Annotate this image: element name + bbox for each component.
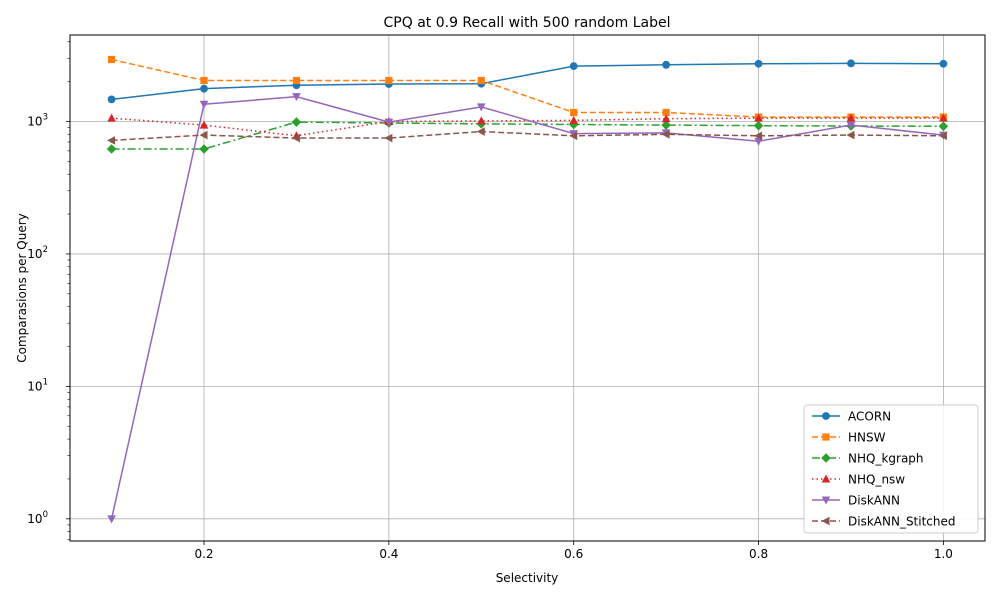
data-point: [199, 130, 208, 140]
y-tick-label: 102: [27, 245, 48, 261]
plot-area-frame: [69, 34, 986, 542]
legend-marker: [822, 412, 830, 420]
legend-box: [803, 404, 979, 534]
data-point: [199, 100, 209, 109]
data-point: [662, 60, 671, 69]
data-point: [477, 76, 485, 85]
y-tick-label: 100: [27, 510, 48, 526]
data-point: [107, 95, 116, 104]
data-point: [476, 103, 486, 112]
x-tick-label: 0.8: [749, 547, 768, 561]
series-layer: [106, 55, 949, 524]
data-point: [754, 113, 763, 122]
data-point: [476, 127, 485, 136]
legend-marker: [821, 453, 831, 463]
data-point: [106, 144, 117, 154]
data-point: [107, 136, 116, 145]
series-diskann-stitched: [107, 127, 947, 145]
data-point: [107, 55, 116, 64]
data-point: [200, 76, 208, 85]
series-line: [111, 130, 944, 142]
x-tick-label: 0.2: [194, 547, 213, 561]
data-point: [200, 84, 208, 93]
legend-entry: DiskANN: [812, 494, 900, 508]
legend-entry: ACORN: [812, 410, 891, 424]
legend-entry: NHQ_kgraph: [812, 452, 924, 466]
data-point: [107, 113, 116, 122]
data-point: [385, 76, 393, 85]
series-nhq-nsw: [107, 113, 948, 140]
data-point: [938, 131, 947, 141]
y-axis: 100 101 102 103: [27, 41, 70, 540]
data-point: [292, 76, 301, 85]
data-point: [754, 59, 763, 68]
data-point: [847, 59, 855, 68]
data-point: [384, 118, 394, 127]
legend-label: ACORN: [848, 410, 891, 424]
x-tick-label: 1.0: [934, 547, 953, 561]
x-axis-label: Selectivity: [496, 571, 559, 585]
legend-marker: [821, 474, 831, 483]
data-point: [199, 120, 209, 129]
series-line: [110, 95, 944, 519]
data-point: [291, 117, 302, 127]
data-point: [661, 114, 671, 123]
data-point: [199, 144, 209, 154]
y-tick-label: 101: [27, 377, 48, 393]
legend-entry: DiskANN_Stitched: [812, 515, 956, 529]
legend-entry: NHQ_nsw: [812, 473, 905, 487]
legend-label: DiskANN_Stitched: [848, 515, 956, 529]
legend-marker: [821, 496, 831, 505]
y-tick-label: 103: [27, 113, 48, 129]
data-point: [939, 113, 948, 122]
legend-label: NHQ_nsw: [848, 473, 905, 487]
data-point: [846, 130, 855, 140]
data-point: [291, 133, 300, 143]
series-line: [111, 62, 944, 101]
x-tick-label: 0.4: [379, 547, 398, 561]
data-point: [846, 121, 856, 130]
data-point: [661, 120, 671, 130]
y-axis-label: Comparasions per Query: [15, 213, 29, 362]
series-line: [111, 58, 944, 118]
data-point: [569, 115, 579, 124]
x-tick-label: 0.6: [564, 547, 583, 561]
legend-label: DiskANN: [848, 494, 900, 508]
legend-entry: HNSW: [812, 431, 886, 445]
x-axis: 0.2 0.4 0.6 0.8 1.0: [194, 541, 953, 561]
series-acorn: [107, 59, 948, 104]
data-point: [754, 131, 763, 141]
data-point: [846, 113, 856, 122]
legend-label: NHQ_kgraph: [848, 452, 924, 466]
data-point: [661, 130, 670, 139]
data-point: [570, 108, 578, 117]
series-line: [111, 121, 944, 150]
legend: ACORN HNSW NHQ_kgraph NHQ_nsw DiskANN DiskANN…: [803, 404, 979, 534]
legend-marker: [821, 516, 830, 526]
data-point: [569, 131, 578, 141]
data-point: [753, 120, 764, 131]
data-point: [754, 137, 763, 146]
legend-marker: [822, 433, 830, 441]
chart-title: CPQ at 0.9 Recall with 500 random Label: [384, 15, 671, 31]
data-point: [107, 515, 116, 524]
data-point: [939, 59, 948, 68]
data-point: [476, 116, 486, 125]
legend-label: HNSW: [848, 431, 886, 445]
data-point: [569, 62, 578, 71]
data-point: [384, 133, 393, 143]
data-point: [662, 108, 670, 117]
data-point: [292, 93, 301, 102]
data-point: [938, 121, 949, 132]
